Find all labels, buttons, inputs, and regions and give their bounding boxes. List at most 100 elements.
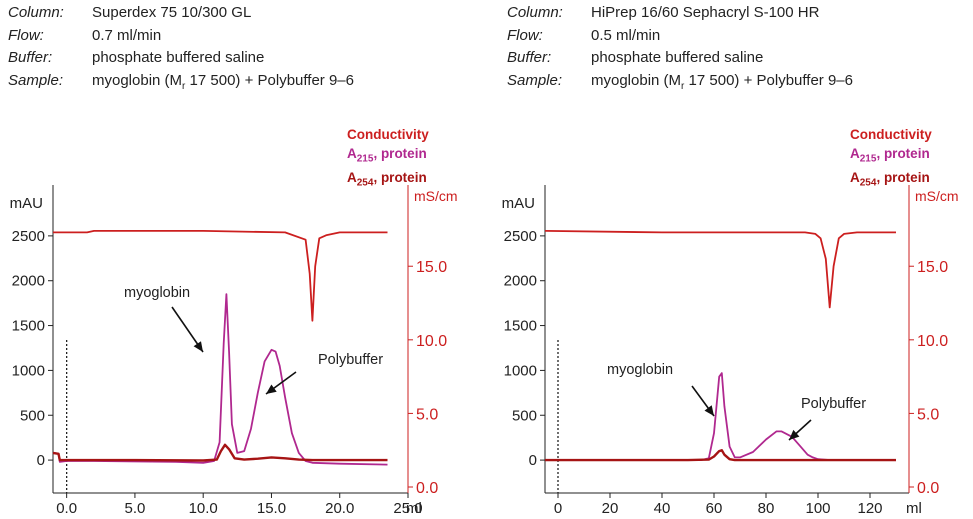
legend-text: , protein: [876, 169, 930, 185]
legend-text: , protein: [373, 169, 427, 185]
condition-value: phosphate buffered saline: [591, 49, 764, 67]
legend-a215: A215, protein: [850, 145, 932, 169]
condition-key: Sample:: [8, 72, 64, 90]
y-tick-label: 1500: [504, 318, 537, 335]
legend-conductivity: Conductivity: [347, 127, 429, 142]
condition-row-sample: Sample: myoglobin (Mr 17 500) + Polybuffe…: [507, 70, 853, 99]
legend-subscript: 215: [356, 153, 374, 165]
condition-key: Flow:: [8, 26, 44, 44]
right-legend: Conductivity A215, protein A254, protein: [850, 126, 932, 193]
a215-trace: [52, 293, 388, 466]
myoglobin-annotation-arrowhead: [193, 341, 203, 352]
condition-key: Sample:: [507, 72, 563, 90]
myoglobin-annotation-arrowhead: [704, 405, 714, 416]
a215-trace: [545, 372, 896, 462]
sample-text: myoglobin (M: [591, 72, 682, 90]
y-tick-label: 1000: [12, 362, 45, 379]
sample-subscript: r: [681, 81, 685, 93]
condition-key: Buffer:: [507, 49, 552, 67]
legend-text: A: [850, 169, 860, 185]
legend-text: A: [347, 169, 357, 185]
legend-text: A: [850, 145, 860, 161]
polybuffer-annotation-arrowhead: [789, 429, 800, 440]
x-tick-label: 20.0: [325, 500, 354, 517]
y-tick-label: 2500: [12, 228, 45, 245]
x-tick-label: 0.0: [56, 500, 77, 517]
condition-row-buffer: Buffer: phosphate buffered saline: [507, 47, 853, 70]
condition-value: myoglobin (Mr 17 500) + Polybuffer 9–6: [591, 70, 853, 99]
y-tick-label: 2000: [504, 273, 537, 290]
y-tick-label: 0: [37, 452, 45, 469]
y-tick-label: 0: [529, 452, 537, 469]
conductivity-trace: [53, 229, 388, 322]
right-chromatogram-plot: 0 500 1000 1500 2000 2500 0.0 5.0 10.0 15.0 0 20 40 6…: [502, 185, 959, 517]
sample-text: myoglobin (M: [92, 72, 183, 90]
x-tick-label: 40: [654, 500, 671, 517]
x-tick-label: 0: [554, 500, 562, 517]
y-tick-label: 500: [20, 407, 45, 424]
condition-row-column: Column: HiPrep 16/60 Sephacryl S-100 HR: [507, 2, 853, 25]
y-axis-label: mAU: [502, 195, 535, 212]
condition-value: myoglobin (Mr 17 500) + Polybuffer 9–6: [92, 70, 354, 99]
polybuffer-annotation-label: Polybuffer: [801, 396, 866, 412]
condition-value: 0.5 ml/min: [591, 26, 661, 44]
y-tick-label: 1000: [504, 362, 537, 379]
legend-a215: A215, protein: [347, 145, 429, 169]
sample-text: 17 500) + Polybuffer 9–6: [684, 72, 853, 90]
sample-subscript: r: [182, 81, 186, 93]
y-tick-label: 500: [512, 407, 537, 424]
x-tick-label: 120: [857, 500, 882, 517]
y-tick-label: 2000: [12, 273, 45, 290]
condition-row-flow: Flow: 0.5 ml/min: [507, 25, 853, 48]
condition-key: Buffer:: [8, 49, 53, 67]
y2-tick-label: 5.0: [416, 406, 438, 423]
a254-trace: [545, 449, 896, 462]
y2-tick-label: 10.0: [917, 333, 948, 350]
y2-tick-label: 15.0: [917, 259, 948, 276]
condition-row-flow: Flow: 0.7 ml/min: [8, 25, 354, 48]
polybuffer-annotation-label: Polybuffer: [318, 352, 383, 368]
condition-row-sample: Sample: myoglobin (Mr 17 500) + Polybuffe…: [8, 70, 354, 99]
right-chromatogram-panel: Column: HiPrep 16/60 Sephacryl S-100 HR F…: [486, 0, 972, 519]
condition-row-buffer: Buffer: phosphate buffered saline: [8, 47, 354, 70]
myoglobin-annotation-label: myoglobin: [124, 285, 190, 301]
x-tick-label: 60: [706, 500, 723, 517]
left-chromatogram-panel: Column: Superdex 75 10/300 GL Flow: 0.7 ml…: [0, 0, 486, 519]
condition-value: Superdex 75 10/300 GL: [92, 4, 252, 21]
condition-value: phosphate buffered saline: [92, 49, 265, 67]
x-tick-label: 25.0: [393, 500, 422, 517]
polybuffer-annotation-arrowhead: [266, 384, 277, 394]
legend-a254: A254, protein: [347, 169, 429, 193]
left-run-conditions: Column: Superdex 75 10/300 GL Flow: 0.7 ml…: [8, 2, 354, 99]
sample-text: 17 500) + Polybuffer 9–6: [185, 72, 354, 90]
y-tick-label: 1500: [12, 318, 45, 335]
conductivity-trace: [544, 230, 896, 309]
x-tick-label: 10.0: [189, 500, 218, 517]
left-chromatogram-plot: 0 500 1000 1500 2000 2500 0.0 5.0 10.0 15.0 0.0 5.0…: [10, 185, 458, 517]
right-run-conditions: Column: HiPrep 16/60 Sephacryl S-100 HR F…: [507, 2, 853, 99]
myoglobin-annotation-label: myoglobin: [607, 362, 673, 378]
condition-value: 0.7 ml/min: [92, 26, 162, 44]
legend-conductivity: Conductivity: [850, 127, 932, 142]
x-tick-label: 5.0: [124, 500, 145, 517]
y2-tick-label: 0.0: [917, 480, 939, 497]
y-axis-label: mAU: [10, 195, 43, 212]
condition-row-column: Column: Superdex 75 10/300 GL: [8, 2, 354, 25]
left-legend: Conductivity A215, protein A254, protein: [347, 126, 429, 193]
condition-key: Column:: [507, 4, 563, 21]
legend-subscript: 215: [859, 153, 877, 165]
x-tick-label: 80: [758, 500, 775, 517]
y-tick-label: 2500: [504, 228, 537, 245]
condition-key: Flow:: [507, 26, 543, 44]
y2-axis-label: mS/cm: [414, 188, 458, 204]
x-tick-label: 15.0: [257, 500, 286, 517]
legend-subscript: 254: [356, 177, 374, 189]
y2-axis-label: mS/cm: [915, 188, 959, 204]
condition-value: HiPrep 16/60 Sephacryl S-100 HR: [591, 4, 820, 21]
legend-text: , protein: [373, 145, 427, 161]
y2-tick-label: 15.0: [416, 259, 447, 276]
x-tick-label: 20: [602, 500, 619, 517]
y2-tick-label: 10.0: [416, 333, 447, 350]
y2-tick-label: 0.0: [416, 480, 438, 497]
legend-subscript: 254: [859, 177, 877, 189]
